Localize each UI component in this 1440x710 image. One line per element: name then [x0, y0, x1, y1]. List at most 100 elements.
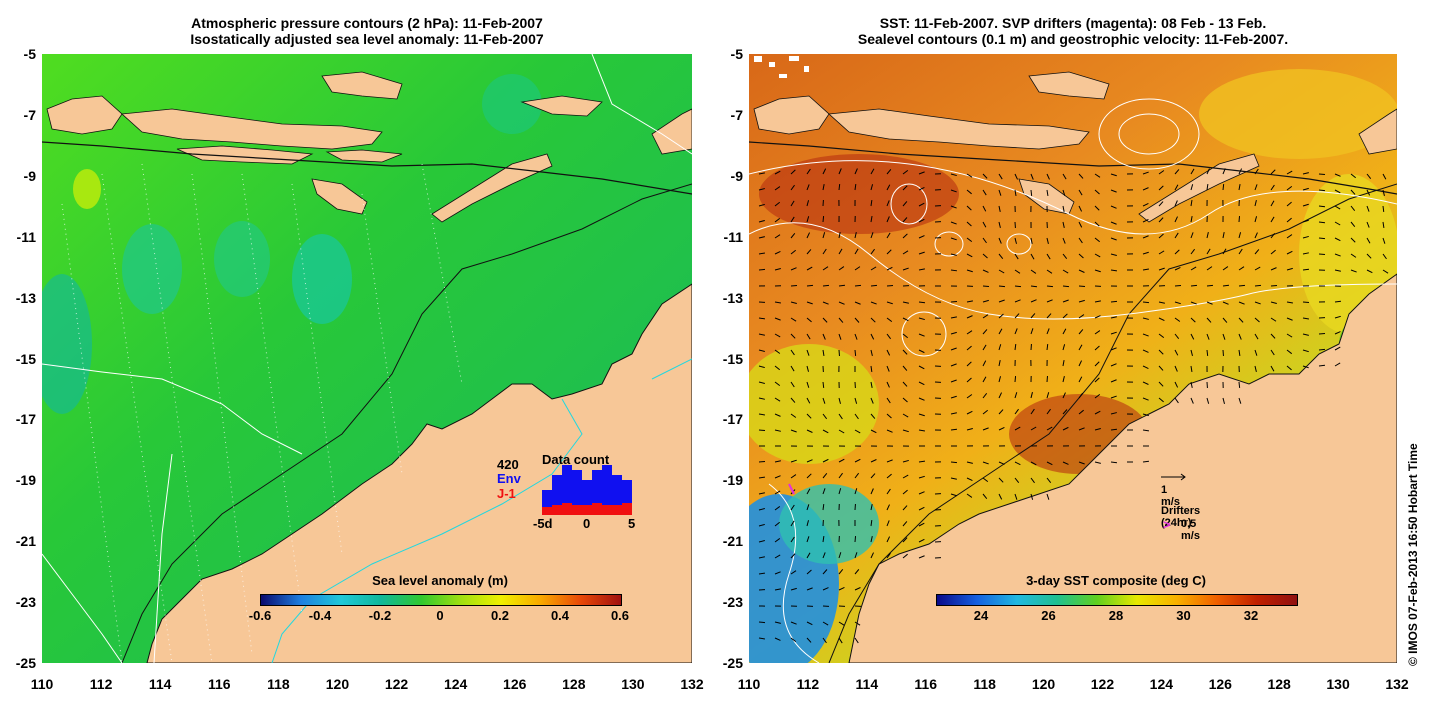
velocity-arrow [886, 413, 892, 419]
pressure-contour [42, 553, 123, 663]
lon-tick-label: 128 [1267, 676, 1291, 692]
right-title-line2: Sealevel contours (0.1 m) and geostrophi… [857, 31, 1289, 47]
velocity-arrow [1334, 331, 1341, 335]
velocity-arrow [1078, 173, 1084, 179]
velocity-arrow [1254, 232, 1258, 239]
velocity-arrow [982, 269, 989, 273]
velocity-arrow [822, 429, 829, 434]
velocity-arrow [966, 345, 972, 351]
velocity-arrow [870, 473, 876, 479]
velocity-arrow [1014, 461, 1021, 466]
timor-island [431, 153, 553, 223]
velocity-arrow [790, 536, 795, 543]
velocity-arrow [1094, 427, 1101, 431]
velocity-arrow [806, 381, 810, 388]
velocity-arrow [854, 569, 860, 575]
velocity-arrow [854, 168, 858, 175]
island [520, 95, 603, 117]
island [121, 108, 383, 150]
lon-tick-label: 110 [30, 676, 54, 692]
velocity-arrow [1110, 395, 1117, 399]
lon-tick-label: 110 [737, 676, 761, 692]
velocity-arrow [918, 317, 925, 321]
velocity-arrow [870, 266, 877, 271]
velocity-arrow [790, 504, 795, 511]
cloud-mask [754, 56, 809, 78]
velocity-arrow [854, 397, 858, 404]
velocity-arrow [998, 493, 1003, 500]
left-map-svg [42, 54, 692, 663]
island [651, 108, 692, 155]
velocity-arrow [966, 461, 973, 464]
velocity-arrow [1158, 397, 1164, 403]
velocity-arrow [1078, 461, 1085, 465]
velocity-arrow [1222, 168, 1226, 175]
velocity-arrow [1094, 330, 1101, 335]
velocity-arrow [806, 621, 813, 626]
lat-tick-label: -25 [722, 655, 743, 671]
velocity-arrow [758, 349, 765, 352]
velocity-arrow [950, 316, 957, 319]
velocity-arrow [1062, 461, 1069, 465]
velocity-arrow [774, 397, 781, 402]
velocity-arrow [1062, 205, 1065, 212]
velocity-arrow [774, 554, 781, 559]
velocity-arrow [1110, 300, 1118, 303]
velocity-arrow [838, 333, 842, 340]
lat-tick-label: -23 [722, 594, 743, 611]
velocity-arrow [822, 503, 825, 511]
velocity-arrow [870, 429, 877, 434]
lon-tick-label: 112 [796, 676, 820, 692]
velocity-arrow [1062, 409, 1068, 415]
velocity-arrow [918, 475, 925, 479]
velocity-arrow [774, 521, 781, 527]
velocity-arrow [822, 621, 829, 626]
velocity-arrow [982, 376, 987, 383]
colorbar-tick-label: -0.2 [368, 608, 392, 623]
isobath [828, 183, 1397, 663]
velocity-arrow [1142, 333, 1149, 337]
velocity-arrow [1078, 376, 1083, 383]
velocity-arrow [950, 173, 957, 177]
velocity-arrow [806, 488, 811, 495]
velocity-arrow [998, 205, 1001, 212]
velocity-arrow [1030, 237, 1033, 244]
island [325, 149, 403, 163]
velocity-arrow [1174, 381, 1179, 388]
lon-tick-label: 120 [1031, 676, 1056, 692]
left-title-line2: Isostatically adjusted sea level anomaly… [190, 31, 544, 47]
velocity-arrow [966, 173, 973, 178]
island [46, 95, 123, 135]
velocity-arrow [774, 217, 781, 223]
timor-island [1138, 153, 1260, 223]
velocity-arrow [1046, 299, 1053, 303]
velocity-arrow [1382, 269, 1389, 274]
velocity-arrow [838, 413, 843, 420]
velocity-arrow [790, 381, 795, 388]
velocity-arrow [982, 253, 988, 259]
velocity-arrow [758, 333, 765, 336]
velocity-arrow [918, 491, 925, 495]
velocity-arrow [774, 475, 781, 479]
velocity-arrow [1046, 253, 1051, 260]
velocity-arrow [774, 413, 781, 417]
velocity-arrow [838, 397, 841, 404]
velocity-arrow [838, 284, 846, 287]
velocity-arrow [806, 184, 810, 191]
velocity-arrow [1014, 328, 1018, 335]
velocity-arrow [966, 377, 972, 383]
velocity-arrow [1014, 375, 1017, 383]
lat-tick-label: -13 [722, 289, 743, 306]
lat-tick-label: -15 [722, 350, 743, 367]
velocity-arrow [982, 409, 989, 415]
velocity-arrow [1142, 317, 1149, 320]
velocity-arrow [758, 492, 765, 495]
velocity-arrow [1110, 189, 1117, 193]
velocity-arrow [966, 205, 972, 211]
left-anomaly-blob [292, 234, 352, 324]
velocity-arrow [1142, 251, 1149, 255]
velocity-arrow [1094, 189, 1100, 195]
velocity-arrow [1062, 313, 1068, 319]
velocity-arrow [1254, 284, 1262, 287]
velocity-arrow [806, 266, 813, 271]
